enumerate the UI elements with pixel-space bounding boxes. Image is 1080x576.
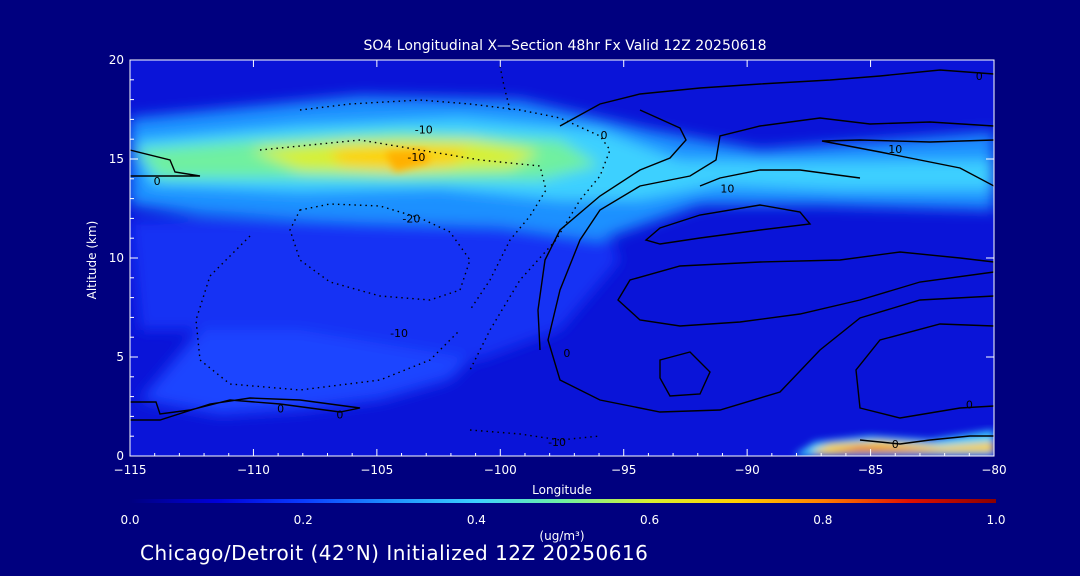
contour-label: 0	[892, 438, 899, 451]
contour-labels: -10 -10 -20 -10 0 0 0 -10 0 0 10 10 0 0 0	[154, 70, 983, 451]
contour-label: 0	[336, 408, 343, 421]
contour-label: 10	[888, 143, 902, 156]
contour-mid-loop	[617, 251, 994, 327]
contour-label: -10	[415, 123, 433, 136]
chart-title: SO4 Longitudinal X—Section 48hr Fx Valid…	[364, 38, 767, 54]
colorbar-tick-label: 0.8	[813, 513, 832, 527]
footer-location: Chicago/Detroit (42°N) Initialized 12Z 2…	[140, 541, 649, 565]
contour-lines-negative	[195, 65, 611, 441]
x-tick-label: −110	[237, 463, 270, 477]
y-tick-label: 10	[109, 251, 124, 265]
contour-label: -10	[407, 151, 425, 164]
x-tick-label: −100	[484, 463, 517, 477]
contour-label: 0	[563, 347, 570, 360]
contour-label: -10	[548, 436, 566, 449]
y-axis: 0 5 10 15 20	[109, 53, 994, 463]
y-tick-label: 5	[116, 350, 124, 364]
x-tick-label: −115	[114, 463, 147, 477]
x-tick-label: −85	[858, 463, 883, 477]
mid-column-region	[130, 220, 620, 360]
contour-lines	[130, 69, 994, 445]
colorbar-tick-label: 0.6	[640, 513, 659, 527]
y-axis-label: Altitude (km)	[85, 221, 99, 300]
contour-neg-upper	[299, 99, 611, 371]
contour-surface-east	[859, 435, 994, 445]
contour-zero-west-top	[130, 149, 201, 177]
contour-label: 0	[600, 129, 607, 142]
contour-label: 0	[277, 402, 284, 415]
colorbar-tick-label: 0.4	[467, 513, 486, 527]
contour-zero-west-low	[130, 397, 361, 421]
contour-10-central	[699, 169, 861, 187]
upper-layer-peak	[385, 150, 430, 172]
x-axis-label: Longitude	[532, 483, 592, 497]
colorbar-ticks: 0.0 0.2 0.4 0.6 0.8 1.0	[120, 513, 1005, 527]
contour-label: 0	[154, 175, 161, 188]
contour-label: 0	[976, 70, 983, 83]
x-tick-label: −105	[360, 463, 393, 477]
contour-neg-low	[469, 429, 601, 441]
x-tick-label: −95	[611, 463, 636, 477]
colorbar-tick-label: 0.0	[120, 513, 139, 527]
contour-positive-east-top	[559, 69, 994, 127]
colorbar-tick-label: 1.0	[986, 513, 1005, 527]
contour-label: -10	[390, 327, 408, 340]
contour-10-east	[821, 139, 994, 187]
contour-label: 0	[966, 399, 973, 412]
contour-neg-outer	[195, 235, 461, 391]
contour-neg-top-right	[499, 65, 511, 111]
surface-plume-core	[830, 447, 945, 452]
x-axis: −115 −110 −105 −100 −95 −90 −85 −80	[114, 60, 1007, 477]
colorbar-unit-label: (ug/m³)	[539, 529, 584, 543]
y-tick-label: 20	[109, 53, 124, 67]
colorbar	[130, 499, 996, 503]
contour-label: -20	[402, 212, 420, 225]
contour-label: 10	[720, 183, 734, 196]
colorbar-tick-label: 0.2	[294, 513, 313, 527]
y-tick-label: 15	[109, 152, 124, 166]
contour-zero-west-central	[537, 109, 687, 351]
contour-positive-east-upper	[547, 117, 994, 413]
x-tick-label: −90	[734, 463, 759, 477]
y-tick-label: 0	[116, 449, 124, 463]
contour-east-low-loop	[855, 323, 994, 419]
x-tick-label: −80	[981, 463, 1006, 477]
contour-inner-loop	[644, 204, 812, 245]
contour-small-loop	[659, 351, 711, 397]
